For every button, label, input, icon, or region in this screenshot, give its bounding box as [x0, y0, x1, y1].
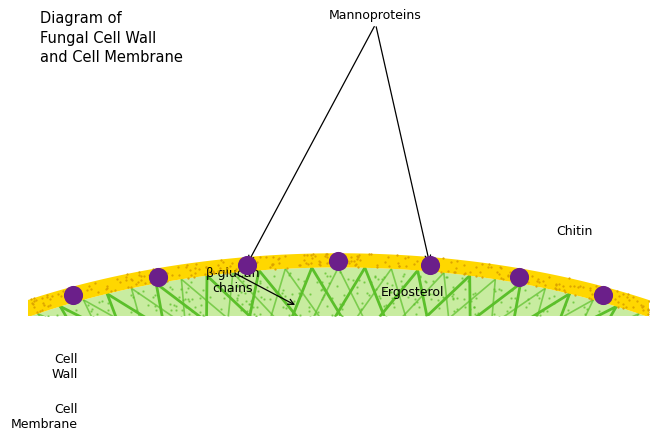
Text: Chitin: Chitin	[556, 225, 592, 238]
Ellipse shape	[446, 371, 459, 380]
Ellipse shape	[211, 396, 224, 405]
Ellipse shape	[170, 381, 184, 390]
Polygon shape	[125, 382, 551, 432]
Ellipse shape	[421, 367, 434, 376]
Ellipse shape	[170, 407, 185, 415]
Text: Diagram of
Fungal Cell Wall
and Cell Membrane: Diagram of Fungal Cell Wall and Cell Mem…	[40, 11, 183, 65]
Point	[0, 318, 2, 325]
Point	[242, 262, 252, 269]
Text: Mannoproteins: Mannoproteins	[329, 9, 422, 22]
Ellipse shape	[126, 395, 140, 403]
Ellipse shape	[473, 401, 486, 410]
Text: Ergosterol: Ergosterol	[381, 285, 445, 298]
Text: β-glucan
chains: β-glucan chains	[205, 267, 260, 295]
Ellipse shape	[511, 413, 525, 421]
Point	[333, 258, 344, 265]
Ellipse shape	[469, 376, 483, 384]
Ellipse shape	[268, 364, 281, 373]
Ellipse shape	[190, 401, 204, 410]
Polygon shape	[97, 360, 580, 415]
Ellipse shape	[148, 388, 162, 396]
Polygon shape	[75, 343, 602, 404]
Ellipse shape	[294, 362, 306, 371]
Ellipse shape	[515, 388, 529, 396]
Point	[68, 292, 79, 299]
Ellipse shape	[276, 386, 289, 395]
Ellipse shape	[134, 420, 148, 428]
Ellipse shape	[492, 407, 506, 415]
Point	[514, 273, 525, 280]
Ellipse shape	[242, 367, 255, 376]
Ellipse shape	[528, 420, 543, 428]
Ellipse shape	[106, 403, 120, 411]
Text: Cell
Wall: Cell Wall	[51, 352, 78, 380]
Ellipse shape	[388, 386, 401, 395]
Ellipse shape	[232, 392, 245, 400]
Ellipse shape	[536, 395, 551, 403]
Ellipse shape	[298, 384, 311, 393]
Ellipse shape	[254, 389, 266, 397]
Text: Cell
Membrane: Cell Membrane	[11, 402, 78, 430]
Ellipse shape	[556, 403, 571, 411]
Point	[425, 262, 436, 269]
Ellipse shape	[218, 371, 231, 380]
Ellipse shape	[370, 362, 383, 371]
Ellipse shape	[410, 389, 423, 397]
Ellipse shape	[432, 392, 445, 400]
Ellipse shape	[345, 361, 358, 370]
Ellipse shape	[343, 383, 356, 392]
Ellipse shape	[493, 381, 506, 390]
Point	[152, 273, 162, 280]
Ellipse shape	[194, 376, 207, 384]
Ellipse shape	[452, 396, 466, 405]
Ellipse shape	[151, 413, 166, 421]
Ellipse shape	[366, 384, 378, 393]
Point	[598, 292, 608, 299]
Ellipse shape	[321, 383, 333, 392]
Ellipse shape	[319, 361, 332, 370]
Ellipse shape	[396, 364, 409, 373]
Polygon shape	[0, 268, 650, 395]
Polygon shape	[0, 254, 650, 339]
